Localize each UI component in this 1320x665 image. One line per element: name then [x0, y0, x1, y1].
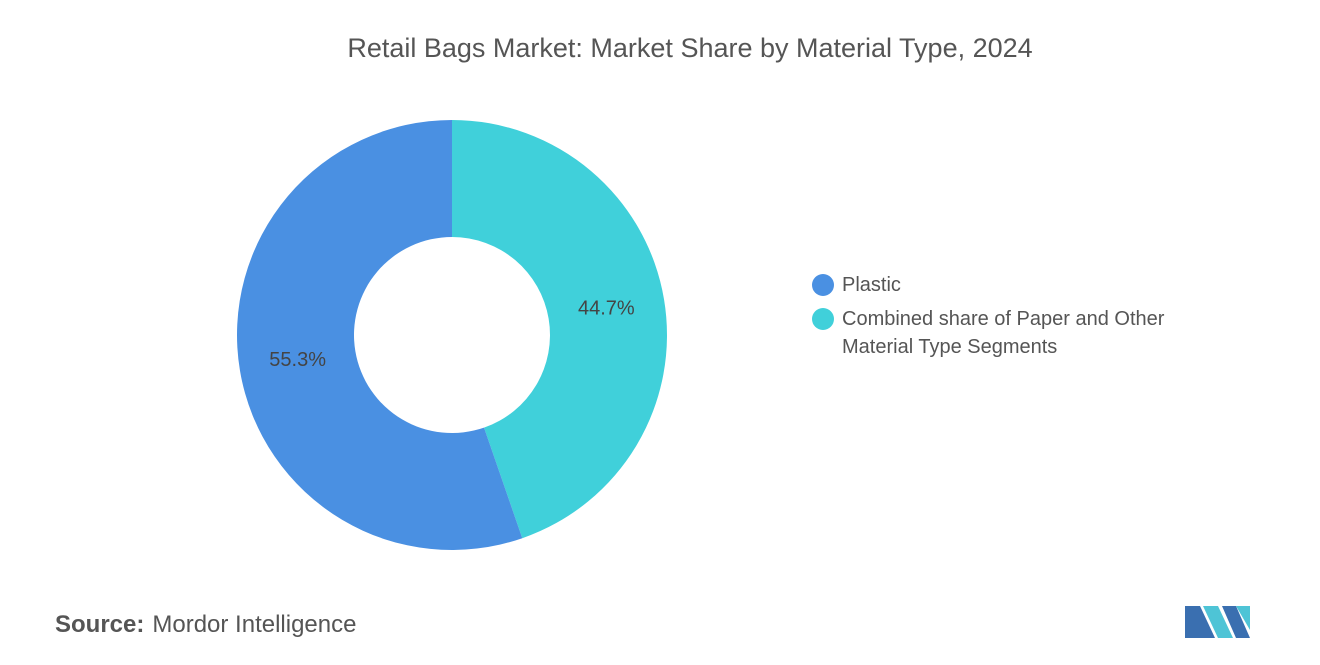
- data-label: 55.3%: [269, 349, 326, 371]
- legend-entry: Plastic: [812, 271, 1212, 299]
- legend: Plastic Combined share of Paper and Other…: [812, 271, 1212, 367]
- legend-label: Plastic: [842, 274, 901, 296]
- legend-swatch: [812, 308, 834, 330]
- chart-title: Retail Bags Market: Market Share by Mate…: [347, 33, 1032, 63]
- source: Source: Mordor Intelligence: [55, 611, 356, 639]
- source-text: Mordor Intelligence: [152, 611, 357, 638]
- legend-entry: Combined share of Paper and Other Materi…: [812, 305, 1212, 361]
- logo: [1185, 606, 1250, 638]
- data-label: 44.7%: [578, 297, 635, 319]
- slice: [236, 120, 523, 551]
- source-label: Source:: [55, 611, 145, 638]
- slice: [452, 120, 667, 539]
- legend-label: Combined share of Paper and Other Materi…: [842, 308, 1165, 358]
- legend-swatch: [812, 274, 834, 296]
